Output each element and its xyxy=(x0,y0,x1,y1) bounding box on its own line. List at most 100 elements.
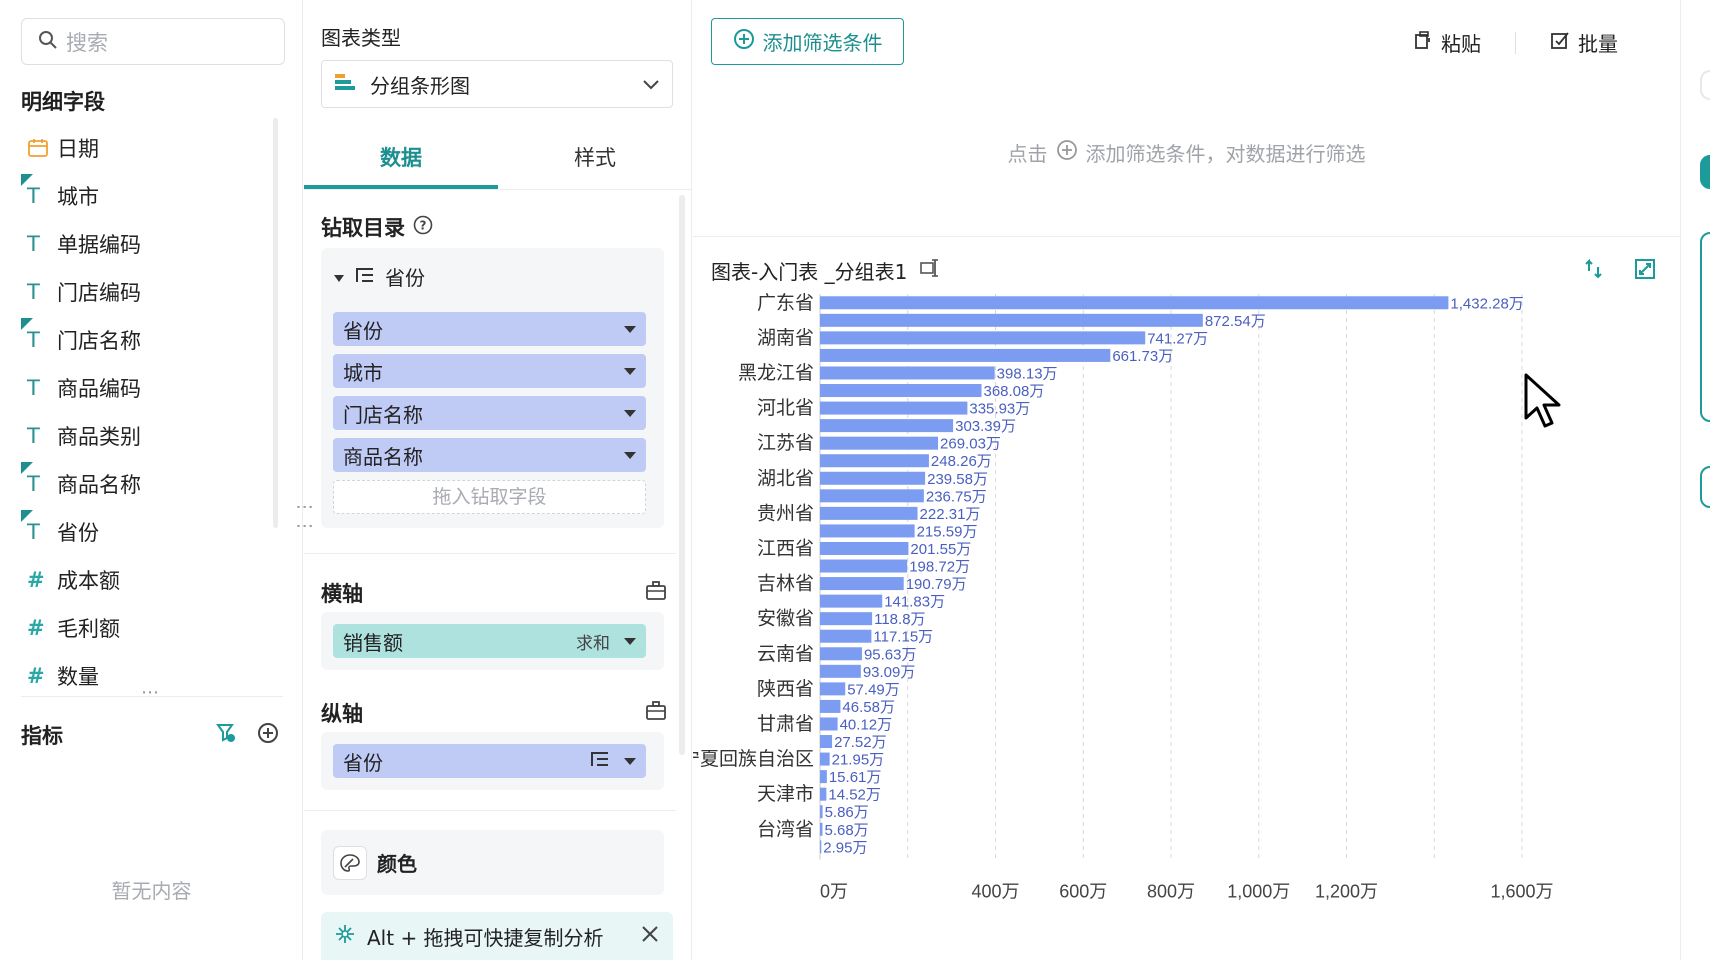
caret-down-icon[interactable] xyxy=(624,367,636,375)
y-axis-title: 纵轴 xyxy=(321,702,363,726)
number-type-icon: # xyxy=(27,664,45,688)
bar-value-label: 215.59万 xyxy=(917,523,978,540)
y-axis-settings-icon[interactable] xyxy=(645,700,667,726)
chart-type-select[interactable]: 分组条形图 xyxy=(321,60,673,108)
bar-value-label: 741.27万 xyxy=(1147,330,1208,347)
drill-field-product[interactable]: 商品名称 xyxy=(333,438,646,472)
bar xyxy=(820,489,924,503)
bar xyxy=(820,524,915,538)
add-circle-icon[interactable] xyxy=(1056,139,1078,166)
field-item[interactable]: # 成本额 xyxy=(21,556,276,604)
edge-panel-outline[interactable] xyxy=(1700,232,1710,422)
category-label: 甘肃省 xyxy=(757,713,814,735)
filter-hint-suffix: 添加筛选条件，对数据进行筛选 xyxy=(1085,142,1366,166)
rename-icon[interactable] xyxy=(919,258,941,283)
caret-down-icon[interactable] xyxy=(624,325,636,333)
field-item[interactable]: 日期 xyxy=(21,124,276,172)
search-box[interactable]: 搜索 xyxy=(21,18,285,65)
bar-value-label: 95.63万 xyxy=(864,646,917,663)
search-input[interactable]: 搜索 xyxy=(66,30,108,55)
sort-swap-icon[interactable] xyxy=(1584,258,1606,284)
bar xyxy=(820,541,909,555)
caret-down-icon[interactable] xyxy=(624,409,636,417)
field-label: 商品类别 xyxy=(57,425,141,449)
field-label: 日期 xyxy=(57,137,99,161)
field-item[interactable]: T 门店编码 xyxy=(21,268,276,316)
section-resize-handle[interactable]: ⋯ xyxy=(141,682,160,703)
panel-resize-handle[interactable]: ⋮⋮ xyxy=(294,498,315,536)
drill-field-city[interactable]: 城市 xyxy=(333,354,646,388)
bar-value-label: 40.12万 xyxy=(840,716,893,733)
batch-button[interactable]: 批量 xyxy=(1550,28,1618,57)
bar-value-label: 2.95万 xyxy=(823,839,867,856)
text-type-icon: T xyxy=(27,232,40,256)
field-item[interactable]: T 单据编码 xyxy=(21,220,276,268)
bar-value-label: 236.75万 xyxy=(926,488,987,505)
bar xyxy=(820,366,995,380)
detail-fields-title: 明细字段 xyxy=(21,90,105,114)
chart-separator xyxy=(693,236,1680,237)
caret-down-icon[interactable] xyxy=(624,451,636,459)
drill-dropzone[interactable]: 拖入钻取字段 xyxy=(333,480,646,514)
color-label: 颜色 xyxy=(377,852,417,876)
bar-value-label: 248.26万 xyxy=(931,453,992,470)
bar xyxy=(820,682,846,696)
field-item[interactable]: T 商品类别 xyxy=(21,412,276,460)
field-item[interactable]: T 门店名称 xyxy=(21,316,276,364)
color-section[interactable]: 颜色 xyxy=(321,830,664,895)
drill-field-province[interactable]: 省份 xyxy=(333,312,646,346)
bar-value-label: 46.58万 xyxy=(842,699,895,716)
bar xyxy=(820,664,861,678)
field-item[interactable]: T 商品名称 xyxy=(21,460,276,508)
category-label: 贵州省 xyxy=(757,502,814,524)
edge-tab-active[interactable] xyxy=(1700,155,1710,189)
metrics-title: 指标 xyxy=(21,724,63,748)
collapse-triangle-icon[interactable] xyxy=(333,265,345,289)
category-label: 广东省 xyxy=(757,292,814,314)
field-item[interactable]: T 商品编码 xyxy=(21,364,276,412)
bar-value-label: 269.03万 xyxy=(940,436,1001,453)
svg-text:?: ? xyxy=(420,218,427,232)
add-circle-icon xyxy=(733,28,755,55)
used-field-flag-icon xyxy=(21,510,33,522)
bar xyxy=(820,506,918,520)
sparkle-icon xyxy=(335,924,355,949)
category-label: 陕西省 xyxy=(757,678,814,700)
drill-field-store[interactable]: 门店名称 xyxy=(333,396,646,430)
field-item[interactable]: # 数量 xyxy=(21,652,276,700)
x-axis-settings-icon[interactable] xyxy=(645,580,667,606)
field-item[interactable]: # 毛利额 xyxy=(21,604,276,652)
paste-button[interactable]: 粘贴 xyxy=(1413,28,1481,57)
category-label: 河北省 xyxy=(757,397,814,419)
caret-down-icon[interactable] xyxy=(624,637,636,645)
field-label: 商品名称 xyxy=(57,473,141,497)
expand-icon[interactable] xyxy=(1634,258,1656,284)
field-label: 毛利额 xyxy=(57,617,120,641)
drill-field-label: 商品名称 xyxy=(343,444,423,469)
tab-style[interactable]: 样式 xyxy=(574,146,616,170)
field-label: 城市 xyxy=(57,185,99,209)
bar xyxy=(820,770,827,784)
bar xyxy=(820,735,833,749)
add-metric-icon[interactable] xyxy=(257,722,279,748)
config-scrollbar[interactable] xyxy=(679,195,685,755)
search-icon xyxy=(38,30,58,54)
metric-filter-icon[interactable] xyxy=(215,722,237,748)
bar-value-label: 57.49万 xyxy=(847,681,900,698)
drill-section-title: 钻取目录 ? xyxy=(321,212,433,242)
x-axis-field-pill[interactable]: 销售额 求和 xyxy=(333,624,646,658)
help-icon[interactable]: ? xyxy=(413,215,433,240)
edge-tab[interactable] xyxy=(1700,466,1710,508)
y-axis-field-pill[interactable]: 省份 xyxy=(333,744,646,778)
field-list-scrollbar[interactable] xyxy=(273,118,278,528)
add-filter-button[interactable]: 添加筛选条件 xyxy=(711,18,904,65)
field-item[interactable]: T 城市 xyxy=(21,172,276,220)
chart-title[interactable]: 图表-入门表 _分组表1 xyxy=(711,260,908,284)
field-item[interactable]: T 省份 xyxy=(21,508,276,556)
close-icon[interactable] xyxy=(641,924,659,948)
caret-down-icon[interactable] xyxy=(624,757,636,765)
drill-group-header[interactable]: 省份 xyxy=(333,262,425,291)
tab-data[interactable]: 数据 xyxy=(304,130,498,189)
edge-tab[interactable] xyxy=(1700,70,1710,100)
